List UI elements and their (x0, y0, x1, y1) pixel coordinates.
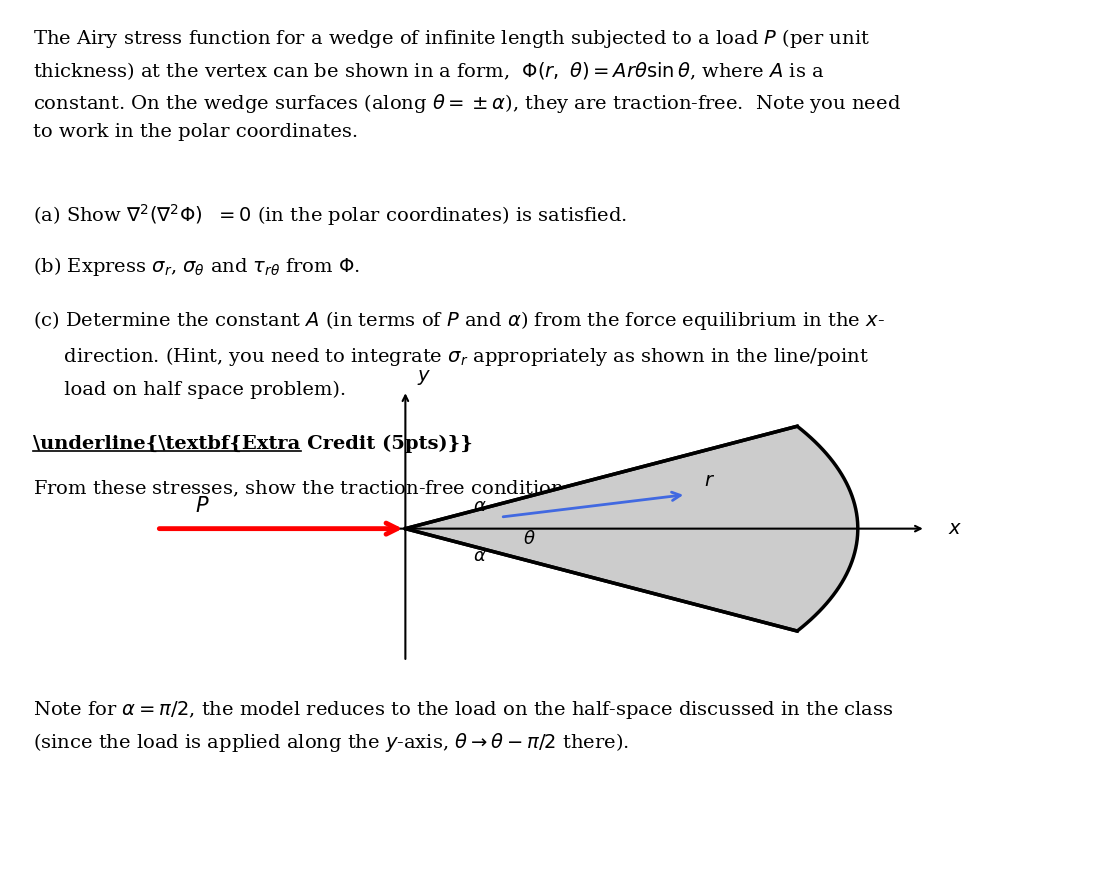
Text: $\alpha$: $\alpha$ (473, 497, 487, 515)
Polygon shape (405, 426, 858, 631)
Text: (c) Determine the constant $A$ (in terms of $P$ and $\alpha$) from the force equ: (c) Determine the constant $A$ (in terms… (33, 309, 885, 332)
Text: \underline{\textbf{Extra Credit (5pts)}}: \underline{\textbf{Extra Credit (5pts)}} (33, 435, 473, 452)
Text: load on half space problem).: load on half space problem). (33, 381, 347, 399)
Text: The Airy stress function for a wedge of infinite length subjected to a load $P$ : The Airy stress function for a wedge of … (33, 27, 902, 142)
Text: $r$: $r$ (704, 472, 715, 490)
Text: Note for $\alpha=\pi/2$, the model reduces to the load on the half-space discuss: Note for $\alpha=\pi/2$, the model reduc… (33, 699, 894, 754)
Text: $x$: $x$ (949, 520, 962, 538)
Text: (a) Show $\nabla^2(\nabla^2\Phi)$  $= 0$ (in the polar coordinates) is satisfied: (a) Show $\nabla^2(\nabla^2\Phi)$ $= 0$ … (33, 202, 627, 228)
Text: From these stresses, show the traction-free condition on the $\theta = \alpha$ p: From these stresses, show the traction-f… (33, 477, 753, 500)
Text: $\theta$: $\theta$ (523, 530, 536, 547)
Text: $y$: $y$ (416, 368, 431, 387)
Text: $P$: $P$ (194, 496, 209, 516)
Text: direction. (Hint, you need to integrate $\sigma_r$ appropriately as shown in the: direction. (Hint, you need to integrate … (33, 345, 869, 368)
Text: $\alpha$: $\alpha$ (473, 547, 487, 565)
Text: (b) Express $\sigma_r$, $\sigma_\theta$ and $\tau_{r\theta}$ from $\Phi$.: (b) Express $\sigma_r$, $\sigma_\theta$ … (33, 255, 360, 279)
